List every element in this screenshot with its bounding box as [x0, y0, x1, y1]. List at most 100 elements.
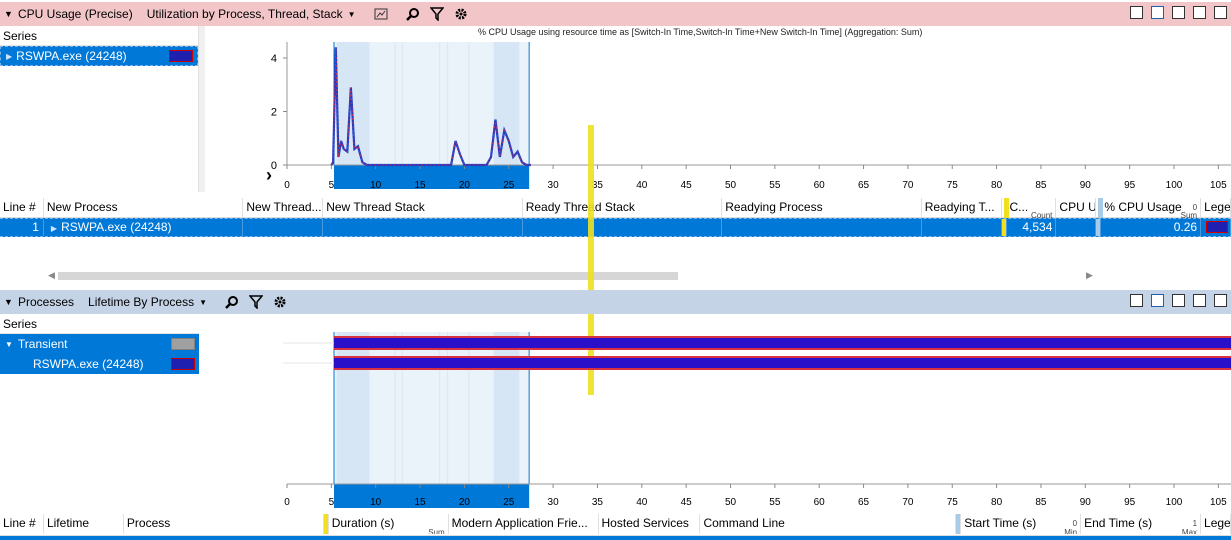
- x-tick-label: 0: [284, 497, 290, 508]
- y-tick-label: 4: [271, 53, 277, 65]
- sum-sublabel: Sum: [428, 528, 445, 534]
- gear-icon[interactable]: [454, 7, 468, 21]
- x-tick-label: 85: [1035, 180, 1047, 191]
- zoom-chevron[interactable]: ›: [266, 165, 272, 185]
- col-hosted-services[interactable]: Hosted Services: [599, 514, 701, 534]
- x-tick-label: 30: [548, 180, 560, 191]
- col-new-thread-stack[interactable]: New Thread Stack: [323, 198, 523, 218]
- x-tick-label: 100: [1166, 497, 1183, 508]
- activity-band: [493, 42, 520, 165]
- col-line[interactable]: Line #: [0, 198, 44, 218]
- col-duration-label: Duration (s): [331, 516, 395, 530]
- series-group-label: Transient: [17, 337, 68, 351]
- table-only-icon[interactable]: [1130, 294, 1143, 307]
- series-list: Series ▶ RSWPA.exe (24248): [0, 26, 199, 192]
- col-duration[interactable]: Duration (s) Sum: [329, 514, 449, 534]
- time-cursor-marker[interactable]: [588, 125, 594, 395]
- col-legend[interactable]: Lege: [1201, 514, 1231, 534]
- close-icon[interactable]: [1214, 294, 1227, 307]
- x-tick-label: 65: [858, 497, 870, 508]
- horizontal-scrollbar[interactable]: ◀ ▶: [46, 268, 1096, 284]
- table-row[interactable]: [0, 536, 1231, 540]
- cell-yellow-gap: [1001, 219, 1007, 236]
- col-new-process[interactable]: New Process: [44, 198, 244, 218]
- col-end-time[interactable]: End Time (s) Max 1: [1081, 514, 1202, 534]
- x-tick-label: 15: [414, 497, 426, 508]
- splitter[interactable]: [199, 26, 205, 192]
- collapse-arrow-icon[interactable]: ▼: [5, 339, 13, 349]
- graph-and-table-icon[interactable]: [1172, 294, 1185, 307]
- x-tick-label: 20: [459, 497, 471, 508]
- restore-icon[interactable]: [1193, 294, 1206, 307]
- close-icon[interactable]: [1214, 6, 1227, 19]
- series-item-label: RSWPA.exe (24248): [33, 357, 144, 371]
- sum-sublabel: Sum: [1180, 211, 1198, 218]
- series-header: Series: [0, 26, 198, 46]
- scroll-left-icon[interactable]: ◀: [48, 270, 55, 280]
- filter-icon[interactable]: [428, 7, 445, 22]
- x-tick-label: 5: [329, 180, 335, 191]
- filter-icon[interactable]: [248, 295, 264, 310]
- scroll-right-icon[interactable]: ▶: [1086, 270, 1093, 280]
- col-readying-process[interactable]: Readying Process: [722, 198, 922, 218]
- restore-icon[interactable]: [1193, 6, 1206, 19]
- col-ready-thread-stack[interactable]: Ready Thread Stack: [523, 198, 723, 218]
- collapse-triangle-icon[interactable]: ▼: [4, 9, 13, 19]
- cell-process: ▶ RSWPA.exe (24248): [44, 219, 244, 236]
- cell-ready-thread-stack: [523, 219, 723, 236]
- series-item-rswpa[interactable]: ▶ RSWPA.exe (24248): [0, 46, 198, 66]
- col-start-time[interactable]: Start Time (s) Min 0: [961, 514, 1082, 534]
- x-tick-label: 100: [1166, 180, 1183, 191]
- series-item-rswpa[interactable]: RSWPA.exe (24248): [0, 354, 199, 374]
- expand-arrow-icon[interactable]: ▶: [6, 51, 13, 61]
- x-tick-label: 40: [636, 180, 648, 191]
- x-tick-label: 35: [592, 180, 604, 191]
- col-command-line[interactable]: Command Line: [700, 514, 957, 534]
- col-readying-thread[interactable]: Readying T...: [922, 198, 1002, 218]
- x-tick-label: 90: [1080, 497, 1092, 508]
- graph-only-icon[interactable]: [1151, 6, 1164, 19]
- col-end-time-label: End Time (s): [1084, 516, 1153, 530]
- column-divider-blue[interactable]: [1098, 198, 1103, 218]
- x-tick-label: 95: [1124, 180, 1136, 191]
- series-group-transient[interactable]: ▼ Transient: [0, 334, 199, 354]
- x-tick-label: 25: [503, 180, 515, 191]
- x-tick-label: 105: [1210, 497, 1227, 508]
- col-cpu-us[interactable]: CPU Us: [1056, 198, 1097, 218]
- col-count[interactable]: C... Count: [1007, 198, 1057, 218]
- cell-process-label: RSWPA.exe (24248): [61, 220, 172, 234]
- x-tick-label: 80: [991, 180, 1003, 191]
- gear-icon[interactable]: [273, 295, 287, 309]
- col-line[interactable]: Line #: [0, 514, 44, 534]
- processes-panel-header: ▼ Processes Lifetime By Process ▼: [0, 290, 1231, 314]
- cell-readying-thread: [922, 219, 1002, 236]
- col-new-thread[interactable]: New Thread...: [243, 198, 324, 218]
- table-row[interactable]: 1 ▶ RSWPA.exe (24248) 4,534 0.26: [0, 218, 1231, 237]
- view-preset-dropdown[interactable]: Lifetime By Process ▼: [88, 295, 207, 309]
- view-preset-dropdown[interactable]: Utilization by Process, Thread, Stack ▼: [147, 7, 356, 21]
- cell-new-thread: [243, 219, 324, 236]
- col-lifetime[interactable]: Lifetime: [44, 514, 124, 534]
- column-divider-yellow[interactable]: [323, 514, 329, 534]
- col-process[interactable]: Process: [124, 514, 324, 534]
- collapse-triangle-icon[interactable]: ▼: [4, 297, 13, 307]
- activity-band: [336, 332, 370, 484]
- graph-config-icon[interactable]: [374, 7, 388, 21]
- x-tick-label: 55: [769, 497, 781, 508]
- column-divider-yellow[interactable]: [1004, 198, 1009, 218]
- search-icon[interactable]: [225, 295, 239, 309]
- col-modern-app[interactable]: Modern Application Frie...: [449, 514, 599, 534]
- graph-and-table-icon[interactable]: [1172, 6, 1185, 19]
- x-tick-label: 10: [370, 180, 382, 191]
- graph-only-icon[interactable]: [1151, 294, 1164, 307]
- column-divider-blue[interactable]: [956, 514, 962, 534]
- lifetime-bar-rswpa: [334, 358, 1231, 368]
- expand-arrow-icon[interactable]: ▶: [50, 224, 58, 233]
- col-legend[interactable]: Lege: [1201, 198, 1231, 218]
- search-icon[interactable]: [405, 7, 420, 21]
- scrollbar-thumb[interactable]: [58, 272, 678, 280]
- col-cpu-usage[interactable]: % CPU Usage Sum 0: [1101, 198, 1202, 218]
- lifetime-chart[interactable]: 0 5 10 15 20 25 30 35 40 45 50 55 60 65 70 75 80 85 90 95 10…: [205, 314, 1231, 510]
- table-only-icon[interactable]: [1130, 6, 1143, 19]
